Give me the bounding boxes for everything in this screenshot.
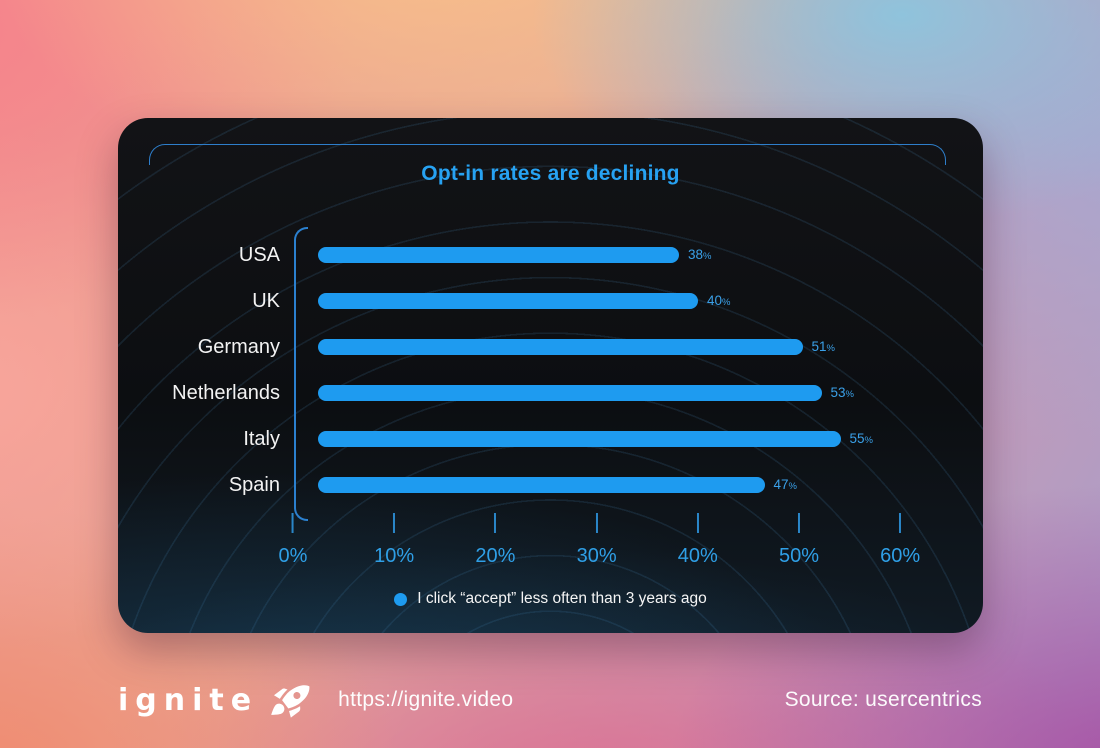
tick-label: 50%: [778, 545, 820, 567]
x-tick: 60%: [880, 513, 920, 568]
bar-track: 53%: [318, 370, 983, 416]
bar-row: UK 40%: [118, 278, 983, 324]
legend: I click “accept” less often than 3 years…: [118, 590, 983, 608]
chart-title: Opt-in rates are declining: [421, 162, 680, 185]
x-tick: 10%: [374, 513, 414, 568]
bar-value-label: 51%: [811, 339, 835, 354]
tick-mark: [595, 513, 598, 533]
tick-mark: [696, 513, 699, 533]
bar-row: Netherlands 53%: [118, 370, 983, 416]
tick-mark: [494, 513, 497, 533]
bar-track: 38%: [318, 232, 983, 278]
category-label: Italy: [243, 427, 280, 450]
bar-row: Germany 51%: [118, 324, 983, 370]
legend-label: I click “accept” less often than 3 years…: [417, 590, 707, 607]
x-tick: 0%: [278, 513, 308, 568]
category-label: Germany: [197, 335, 280, 358]
tick-label: 30%: [576, 545, 617, 567]
tick-mark: [798, 513, 800, 533]
bar: [318, 477, 765, 493]
category-label: USA: [238, 243, 280, 266]
x-tick: 50%: [779, 513, 819, 568]
x-tick: 30%: [577, 513, 617, 568]
bar-rows: USA 38% UK 40% Germany 51% Netherlands 53% Italy…: [118, 232, 983, 508]
category-label: Spain: [228, 473, 280, 496]
tick-mark: [899, 513, 902, 533]
bar-track: 51%: [318, 324, 983, 370]
category-label: Netherlands: [172, 381, 280, 404]
footer: ignite https://ignite.video Source: user…: [118, 668, 982, 732]
rocket-icon: [271, 685, 310, 718]
bar-value-label: 47%: [773, 477, 797, 492]
bar: [318, 385, 822, 401]
bar-row: USA 38%: [118, 232, 983, 278]
brand[interactable]: ignite: [118, 679, 312, 721]
bar-value-label: 55%: [849, 431, 873, 446]
category-label: UK: [252, 289, 280, 312]
bar: [318, 247, 679, 263]
brand-logo-text: ignite: [118, 682, 259, 718]
bar-value-label: 53%: [830, 385, 854, 400]
bar-track: 40%: [318, 278, 983, 324]
x-tick: 20%: [475, 513, 515, 568]
bar-value-label: 38%: [688, 247, 712, 262]
tick-mark: [292, 513, 294, 533]
y-axis-line: [294, 227, 308, 521]
bar-track: 47%: [318, 462, 983, 508]
source-attribution: Source: usercentrics: [784, 688, 982, 711]
tick-label: 40%: [677, 545, 718, 567]
site-url-link[interactable]: https://ignite.video: [338, 688, 514, 711]
tick-label: 10%: [374, 545, 415, 567]
bar: [318, 339, 803, 355]
x-tick: 40%: [678, 513, 718, 568]
bar-track: 55%: [318, 416, 983, 462]
bar: [318, 293, 698, 309]
bar-row: Spain 47%: [118, 462, 983, 508]
chart-card: Opt-in rates are declining USA 38% UK 40% Ge…: [118, 118, 983, 633]
bar: [318, 431, 841, 447]
tick-mark: [393, 513, 396, 533]
x-axis-ticks: 0% 10% 20% 30% 40% 50% 60%: [279, 513, 983, 573]
tick-label: 0%: [278, 545, 308, 567]
tick-label: 20%: [475, 545, 516, 567]
bar-row: Italy 55%: [118, 416, 983, 462]
bar-value-label: 40%: [707, 293, 731, 308]
tick-label: 60%: [880, 545, 921, 567]
legend-dot-icon: [394, 592, 408, 606]
